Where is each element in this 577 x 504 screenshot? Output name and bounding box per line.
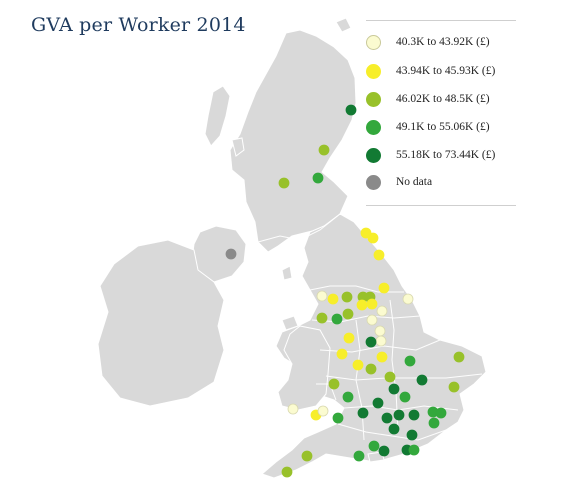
map-dot[interactable] xyxy=(341,291,353,303)
map-dot[interactable] xyxy=(376,351,388,363)
map-dot[interactable] xyxy=(312,172,324,184)
map-dot[interactable] xyxy=(367,232,379,244)
map-dot[interactable] xyxy=(373,249,385,261)
map-dot[interactable] xyxy=(365,336,377,348)
region-anglesey xyxy=(281,315,299,331)
map-dot[interactable] xyxy=(342,391,354,403)
map-dot[interactable] xyxy=(375,335,387,347)
map-dot[interactable] xyxy=(404,355,416,367)
map-dot[interactable] xyxy=(372,397,384,409)
map-dot[interactable] xyxy=(301,450,313,462)
map-dot[interactable] xyxy=(366,314,378,326)
map-dot[interactable] xyxy=(388,423,400,435)
map-dot[interactable] xyxy=(316,290,328,302)
legend-swatch-2 xyxy=(366,64,381,79)
map-dot[interactable] xyxy=(353,450,365,462)
map-dot[interactable] xyxy=(332,412,344,424)
map-dot[interactable] xyxy=(336,348,348,360)
map-dot[interactable] xyxy=(356,299,368,311)
legend-swatch-1 xyxy=(366,35,381,50)
legend-item-6: No data xyxy=(366,173,516,193)
legend-item-5: 55.18K to 73.44K (£) xyxy=(366,146,516,166)
legend-swatch-6 xyxy=(366,175,381,190)
region-hebrides xyxy=(204,85,231,147)
map-dot[interactable] xyxy=(357,407,369,419)
region-skye xyxy=(231,137,245,157)
legend-item-2: 43.94K to 45.93K (£) xyxy=(366,62,516,82)
map-dot[interactable] xyxy=(366,298,378,310)
map-dot[interactable] xyxy=(399,391,411,403)
map-dot[interactable] xyxy=(365,363,377,375)
legend-item-3: 46.02K to 48.5K (£) xyxy=(366,90,516,110)
region-isle-of-man xyxy=(281,265,293,281)
map-dot[interactable] xyxy=(352,359,364,371)
legend-label-1: 40.3K to 43.92K (£) xyxy=(396,36,490,48)
map-dot[interactable] xyxy=(388,383,400,395)
legend-label-3: 46.02K to 48.5K (£) xyxy=(396,93,490,105)
map-dot[interactable] xyxy=(328,378,340,390)
map-dot[interactable] xyxy=(317,405,329,417)
legend-swatch-4 xyxy=(366,120,381,135)
map-dot[interactable] xyxy=(376,305,388,317)
map-dot[interactable] xyxy=(374,325,386,337)
map-dot[interactable] xyxy=(378,445,390,457)
map-dot[interactable] xyxy=(368,440,380,452)
map-dot[interactable] xyxy=(378,282,390,294)
map-dot[interactable] xyxy=(448,381,460,393)
legend-item-1: 40.3K to 43.92K (£) xyxy=(366,33,516,53)
map-dot[interactable] xyxy=(402,293,414,305)
map-dot[interactable] xyxy=(327,293,339,305)
legend: 40.3K to 43.92K (£) 43.94K to 45.93K (£)… xyxy=(366,20,516,206)
map-dot[interactable] xyxy=(435,407,447,419)
map-dot[interactable] xyxy=(416,374,428,386)
map-dot[interactable] xyxy=(287,403,299,415)
legend-top-rule xyxy=(366,20,516,21)
region-scotland xyxy=(229,29,357,253)
map-dot[interactable] xyxy=(316,312,328,324)
map-dot[interactable] xyxy=(384,371,396,383)
map-dot[interactable] xyxy=(342,308,354,320)
legend-label-2: 43.94K to 45.93K (£) xyxy=(396,65,496,77)
legend-item-4: 49.1K to 55.06K (£) xyxy=(366,118,516,138)
map-dot[interactable] xyxy=(278,177,290,189)
legend-swatch-5 xyxy=(366,148,381,163)
map-dot[interactable] xyxy=(345,104,357,116)
legend-bottom-rule xyxy=(366,205,516,206)
map-title: GVA per Worker 2014 xyxy=(31,14,246,36)
map-dot[interactable] xyxy=(281,466,293,478)
legend-label-5: 55.18K to 73.44K (£) xyxy=(396,149,496,161)
legend-swatch-3 xyxy=(366,92,381,107)
map-dot[interactable] xyxy=(331,313,343,325)
map-dot[interactable] xyxy=(453,351,465,363)
map-dot[interactable] xyxy=(225,248,237,260)
map-dot[interactable] xyxy=(408,409,420,421)
map-dot[interactable] xyxy=(406,429,418,441)
legend-label-6: No data xyxy=(396,176,433,188)
region-ireland xyxy=(97,239,225,407)
map-dot[interactable] xyxy=(343,332,355,344)
map-dot[interactable] xyxy=(318,144,330,156)
map-dot[interactable] xyxy=(381,412,393,424)
region-orkney xyxy=(335,17,352,33)
map-dot[interactable] xyxy=(428,417,440,429)
map-dot[interactable] xyxy=(408,444,420,456)
map-dot[interactable] xyxy=(393,409,405,421)
legend-label-4: 49.1K to 55.06K (£) xyxy=(396,121,490,133)
